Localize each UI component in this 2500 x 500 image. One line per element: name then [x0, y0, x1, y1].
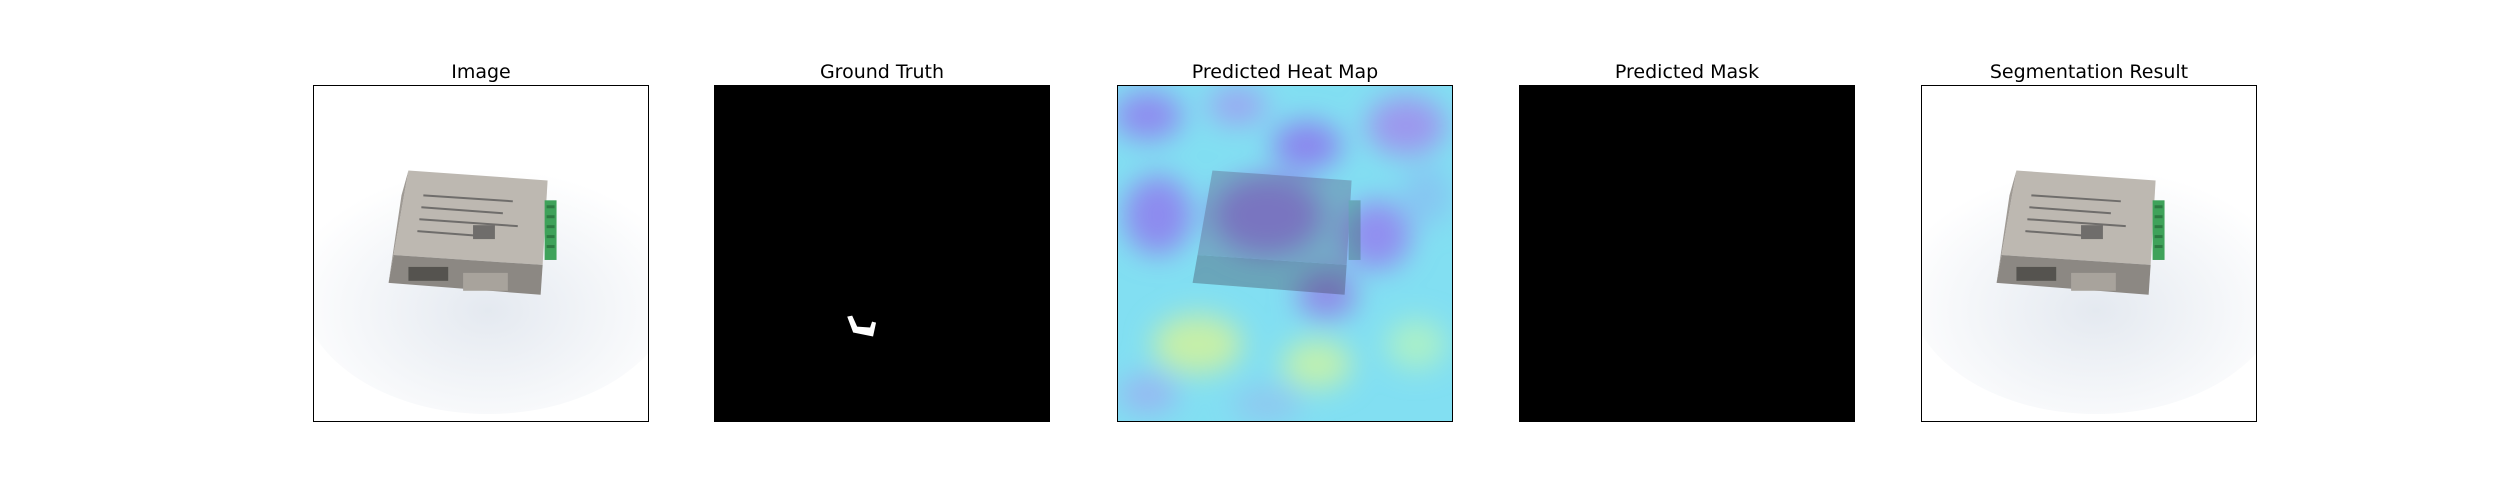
panel-ground-truth — [714, 85, 1050, 422]
heatmap-overlay — [1118, 86, 1452, 421]
connector-green — [544, 200, 557, 260]
predicted-mask — [1520, 86, 1854, 421]
panel-title-ground-truth: Ground Truth — [819, 61, 945, 83]
panel-title-image: Image — [451, 61, 511, 83]
ground-truth-mask — [715, 86, 1049, 421]
panel-title-heatmap: Predicted Heat Map — [1191, 61, 1379, 83]
device-photo — [314, 86, 648, 421]
defect-region — [847, 315, 877, 337]
panel-title-predicted-mask: Predicted Mask — [1614, 61, 1760, 83]
panel-image — [313, 85, 649, 422]
panel-segmentation-result — [1921, 85, 2257, 422]
segmentation-photo — [1922, 86, 2256, 421]
panel-heatmap — [1117, 85, 1453, 422]
panel-predicted-mask — [1519, 85, 1855, 422]
panel-title-segmentation-result: Segmentation Result — [1989, 61, 2189, 83]
device-top — [393, 170, 548, 265]
